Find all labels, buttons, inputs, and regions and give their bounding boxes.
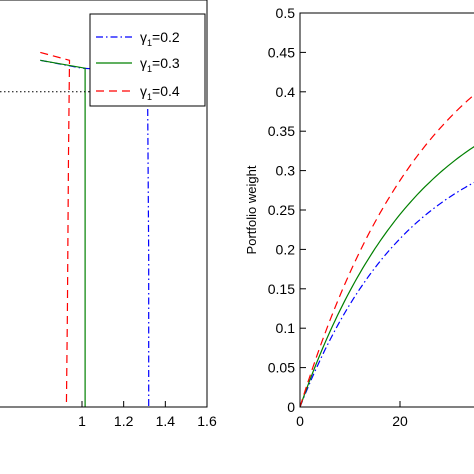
left-xtick-label: 1.2 [114,413,134,429]
right-xtick-labels: 0 20 [296,413,408,429]
right-ytick-label: 0.5 [276,5,296,21]
left-xtick-label: 1 [78,413,86,429]
right-series-line-3 [299,94,474,408]
right-series-line-1 [299,181,474,408]
legend-entry: γ1=0.2 [96,29,180,48]
right-series-line-2 [299,146,474,408]
legend-sub-3: 1 [147,92,152,102]
left-xtick-label: 1.4 [156,413,176,429]
legend-label-series-2: γ1=0.3 [140,55,180,74]
left-series-line-2 [40,59,86,407]
right-ytick-label: 0 [287,399,295,415]
right-xtick-label: 20 [392,413,408,429]
right-ytick-label: 0.45 [268,44,295,60]
right-ytick-label: 0.1 [276,320,296,336]
right-ytick-label: 0.05 [268,360,295,376]
right-ytick-label: 0.4 [276,84,296,100]
right-ytick-label: 0.25 [268,202,295,218]
left-xticks [81,401,208,407]
legend-label-series-1: γ1=0.2 [140,29,180,48]
legend-value-3: =0.4 [152,83,180,99]
legend-entry: γ1=0.3 [96,55,180,74]
left-chart: 1 1.2 1.4 1.6 γ1=0.2 γ1=0.3 γ1=0.4 [0,0,217,429]
right-y-axis-label: Portfolio weight [244,165,259,254]
legend-gamma-2: γ [140,55,147,71]
legend-value-2: =0.3 [152,55,180,71]
right-ytick-label: 0.2 [276,241,296,257]
right-yticks [300,12,306,408]
right-ytick-labels: 0 0.05 0.1 0.15 0.2 0.25 0.3 0.35 0.4 0.45 0.5 [268,5,295,415]
left-xtick-labels: 1 1.2 1.4 1.6 [78,413,217,429]
legend: γ1=0.2 γ1=0.3 γ1=0.4 [89,13,206,107]
legend-sub-1: 1 [147,38,152,48]
legend-label-series-3: γ1=0.4 [140,83,180,102]
right-ytick-label: 0.3 [276,163,296,179]
left-xtick-label: 1.6 [197,413,217,429]
legend-entry: γ1=0.4 [96,83,180,102]
right-ytick-label: 0.35 [268,123,295,139]
legend-gamma-1: γ [140,29,147,45]
right-chart: 0 0.05 0.1 0.15 0.2 0.25 0.3 0.35 0.4 0.45 0.5 0 20… [244,5,474,429]
left-series-line-3 [40,51,71,408]
right-series-layer [299,94,474,408]
legend-sub-2: 1 [147,64,152,74]
right-xtick-label: 0 [296,413,304,429]
right-xticks [299,401,401,407]
right-ytick-label: 0.15 [268,281,295,297]
legend-gamma-3: γ [140,83,147,99]
left-axes-frame [0,0,208,408]
legend-value-1: =0.2 [152,29,180,45]
